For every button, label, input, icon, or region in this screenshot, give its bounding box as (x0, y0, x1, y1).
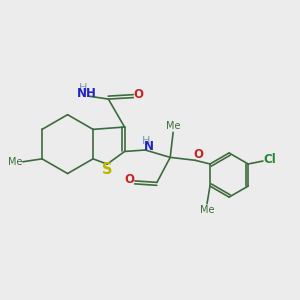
Text: O: O (124, 173, 135, 186)
Text: Cl: Cl (263, 153, 276, 166)
Text: Me: Me (200, 205, 215, 215)
Text: H: H (79, 83, 87, 93)
Text: N: N (144, 140, 154, 153)
Text: O: O (134, 88, 144, 101)
Text: H: H (142, 136, 150, 146)
Text: O: O (194, 148, 204, 161)
Text: Me: Me (8, 157, 23, 167)
Text: Me: Me (167, 121, 181, 131)
Text: NH: NH (77, 87, 97, 100)
Text: S: S (102, 162, 112, 177)
